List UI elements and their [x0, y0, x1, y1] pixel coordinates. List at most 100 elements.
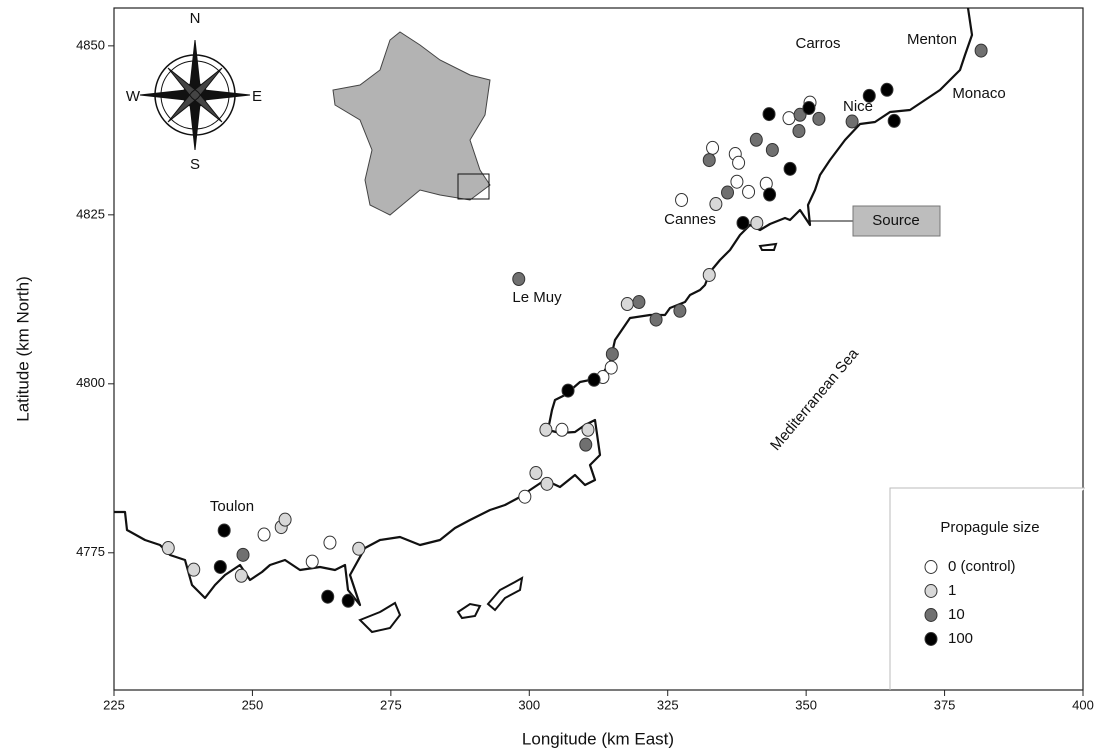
legend-title: Propagule size — [940, 519, 1039, 536]
site-point — [305, 554, 319, 569]
site-point — [540, 476, 554, 491]
site-point — [236, 547, 250, 562]
site-point — [673, 303, 687, 318]
place-label: Cannes — [664, 211, 716, 228]
site-point — [706, 140, 720, 155]
y-tick-label: 4800 — [76, 375, 105, 390]
site-point — [555, 422, 569, 437]
site-point — [765, 142, 779, 157]
site-point — [750, 215, 764, 230]
site-point — [812, 111, 826, 126]
island — [758, 242, 778, 251]
x-tick-label: 250 — [242, 697, 264, 712]
site-point — [702, 153, 716, 168]
site-point — [721, 185, 735, 200]
place-label: Menton — [907, 31, 957, 48]
compass-label: S — [190, 156, 200, 173]
site-point — [512, 272, 526, 287]
x-tick-label: 275 — [380, 697, 402, 712]
y-tick-label: 4850 — [76, 37, 105, 52]
legend-label: 10 — [948, 606, 965, 623]
plot-frame — [113, 7, 1084, 691]
site-point — [161, 541, 175, 556]
site-point — [321, 589, 335, 604]
site-point — [730, 174, 744, 189]
site-point — [323, 535, 337, 550]
site-point — [529, 466, 543, 481]
site-point — [352, 541, 366, 556]
site-point — [675, 192, 689, 207]
x-tick-label: 350 — [795, 697, 817, 712]
france-silhouette — [332, 31, 491, 216]
place-label: Source — [872, 212, 920, 229]
site-point — [649, 312, 663, 327]
x-tick-label: 375 — [934, 697, 956, 712]
site-point — [587, 372, 601, 387]
site-point — [632, 295, 646, 310]
site-point — [974, 43, 988, 58]
legend-label: 1 — [948, 582, 956, 599]
x-tick-label: 300 — [518, 697, 540, 712]
site-point — [234, 568, 248, 583]
site-point — [732, 155, 746, 170]
site-point — [783, 161, 797, 176]
x-axis-label: Longitude (km East) — [522, 729, 674, 748]
legend-marker — [924, 584, 938, 598]
inset-box — [457, 173, 490, 200]
compass-label: E — [252, 88, 262, 105]
x-tick-label: 325 — [657, 697, 679, 712]
site-point — [749, 132, 763, 147]
site-point — [802, 101, 816, 116]
site-point — [762, 107, 776, 122]
site-point — [561, 383, 575, 398]
site-point — [278, 512, 292, 527]
legend-marker — [924, 560, 938, 574]
x-tick-label: 225 — [103, 697, 125, 712]
site-point — [702, 267, 716, 282]
site-point — [257, 527, 271, 542]
place-label: Monaco — [952, 85, 1005, 102]
compass-label: W — [126, 88, 141, 105]
site-point — [736, 215, 750, 230]
y-axis-label: Latitude (km North) — [13, 276, 32, 422]
legend-label: 100 — [948, 630, 973, 647]
site-point — [782, 111, 796, 126]
site-point — [845, 114, 859, 129]
site-point — [217, 523, 231, 538]
legend-box — [889, 487, 1085, 690]
place-label: Nice — [843, 98, 873, 115]
island — [456, 602, 482, 620]
compass-rose — [139, 39, 251, 151]
island — [486, 576, 524, 612]
site-point — [793, 107, 807, 122]
site-point — [581, 422, 595, 437]
place-label: Carros — [795, 35, 840, 52]
y-tick-label: 4825 — [76, 206, 105, 221]
site-point — [518, 489, 532, 504]
site-point — [187, 562, 201, 577]
place-label: Toulon — [210, 498, 254, 515]
legend-marker — [924, 608, 938, 622]
site-point — [539, 422, 553, 437]
site-point — [605, 347, 619, 362]
site-point — [620, 297, 634, 312]
y-tick-label: 4775 — [76, 544, 105, 559]
x-tick-label: 400 — [1072, 697, 1094, 712]
site-point — [579, 437, 593, 452]
site-point — [742, 184, 756, 199]
site-point — [341, 593, 355, 608]
site-point — [792, 124, 806, 139]
legend-label: 0 (control) — [948, 558, 1016, 575]
site-point — [709, 197, 723, 212]
compass-label: N — [190, 10, 201, 27]
site-point — [880, 82, 894, 97]
site-point — [213, 559, 227, 574]
legend-marker — [924, 632, 938, 646]
site-point — [604, 360, 618, 375]
place-label: Le Muy — [512, 289, 562, 306]
site-point — [862, 88, 876, 103]
source-box — [852, 205, 941, 237]
sea-label: Mediterranean Sea — [767, 345, 862, 454]
island — [358, 601, 402, 634]
